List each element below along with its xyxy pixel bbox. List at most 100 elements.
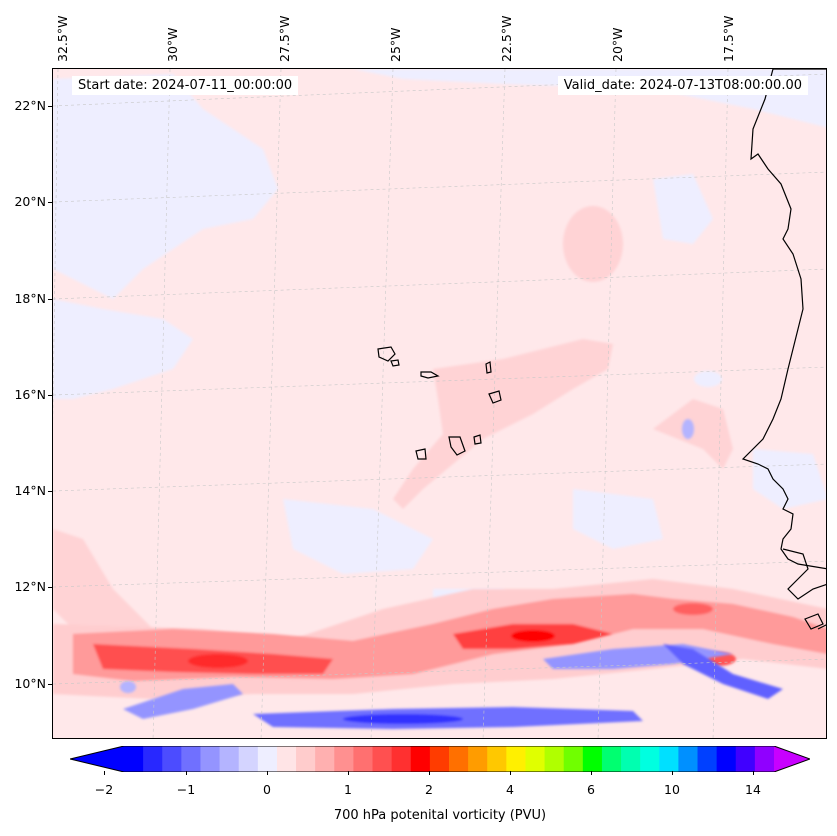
lat-tick bbox=[48, 202, 52, 203]
colorbar-segment bbox=[468, 746, 488, 772]
lat-label-14n: 14°N bbox=[14, 483, 46, 498]
colorbar-segment bbox=[678, 746, 699, 772]
colorbar-segment bbox=[143, 746, 163, 772]
blue-region-nw bbox=[53, 74, 278, 299]
colorbar-segment bbox=[525, 746, 546, 772]
colorbar-segment bbox=[276, 746, 297, 772]
colorbar-tick-label: −2 bbox=[94, 782, 114, 797]
island-sal bbox=[485, 361, 492, 374]
lat-label-20n: 20°N bbox=[14, 194, 46, 209]
colorbar-title: 700 hPa potenital vorticity (PVU) bbox=[333, 808, 547, 823]
lat-tick bbox=[48, 587, 52, 588]
colorbar-segment bbox=[124, 746, 144, 772]
colorbar-segment bbox=[659, 746, 679, 772]
coastline bbox=[377, 69, 826, 630]
colorbar-segment bbox=[315, 746, 335, 772]
colorbar-segment bbox=[391, 746, 412, 772]
colorbar-segment bbox=[621, 746, 641, 772]
blue-band-e bbox=[663, 644, 783, 699]
lon-label-22-5w: 22.5°W bbox=[499, 15, 514, 62]
colorbar-segment bbox=[219, 746, 240, 772]
colorbar-tick-label: −1 bbox=[176, 782, 196, 797]
colorbar-segment bbox=[257, 746, 278, 772]
colorbar-segment bbox=[754, 746, 775, 772]
colorbar-tick-label: 0 bbox=[263, 782, 271, 797]
gridlines bbox=[53, 69, 826, 738]
colorbar-segment bbox=[716, 746, 737, 772]
colorbar-segment bbox=[735, 746, 756, 772]
colorbar-tick bbox=[672, 771, 673, 775]
colorbar-tick-label: 2 bbox=[425, 782, 433, 797]
colorbar-segment bbox=[200, 746, 221, 772]
blue-spot-w bbox=[120, 681, 136, 693]
island-santiago bbox=[448, 436, 466, 456]
blue-band-sw bbox=[123, 684, 243, 719]
island-sao-nicolau bbox=[420, 371, 440, 379]
pink-band-w bbox=[53, 529, 153, 644]
lon-label-32-5w: 32.5°W bbox=[55, 15, 70, 62]
start-date-label: Start date: 2024-07-11_00:00:00 bbox=[72, 76, 299, 95]
colorbar-segment bbox=[429, 746, 450, 772]
colorbar-extend-high bbox=[774, 746, 810, 772]
africa-coast bbox=[741, 69, 826, 570]
colorbar-tick bbox=[104, 771, 105, 775]
colorbar bbox=[69, 745, 812, 773]
lon-label-27-5w: 27.5°W bbox=[277, 15, 292, 62]
colorbar-segment bbox=[601, 746, 622, 772]
island-fogo bbox=[415, 448, 427, 460]
lat-label-16n: 16°N bbox=[14, 387, 46, 402]
colorbar-segment bbox=[334, 746, 354, 772]
map-panel bbox=[52, 68, 827, 739]
lat-tick bbox=[48, 395, 52, 396]
colorbar-segment bbox=[296, 746, 316, 772]
colorbar-tick-label: 14 bbox=[745, 782, 761, 797]
blue-blob-small2 bbox=[694, 371, 722, 387]
island-boa-vista bbox=[488, 390, 502, 404]
colorbar-segment bbox=[563, 746, 584, 772]
lat-tick bbox=[48, 491, 52, 492]
colorbar-segment bbox=[162, 746, 182, 772]
map-field bbox=[53, 69, 826, 738]
colorbar-tick-label: 6 bbox=[587, 782, 595, 797]
colorbar-segment bbox=[372, 746, 393, 772]
colorbar-tick bbox=[510, 771, 511, 775]
blue-region-mid bbox=[283, 499, 433, 574]
colorbar-segment bbox=[544, 746, 565, 772]
blue-region-e2 bbox=[573, 489, 663, 549]
blue-band-low-core bbox=[343, 714, 463, 724]
island-bissagos bbox=[804, 613, 826, 630]
colorbar-tick bbox=[591, 771, 592, 775]
colorbar-tick bbox=[348, 771, 349, 775]
island-maio bbox=[473, 434, 482, 445]
colorbar-segment bbox=[582, 746, 603, 772]
valid-date-label: Valid_date: 2024-07-13T08:00:00.00 bbox=[557, 76, 808, 95]
lat-label-10n: 10°N bbox=[14, 676, 46, 691]
colorbar-tick bbox=[429, 771, 430, 775]
lon-label-17-5w: 17.5°W bbox=[721, 15, 736, 62]
colorbar-segment bbox=[353, 746, 374, 772]
colorbar-tick bbox=[267, 771, 268, 775]
lat-tick bbox=[48, 684, 52, 685]
blue-bands bbox=[120, 419, 783, 729]
blue-spot-e bbox=[682, 419, 694, 439]
pink-blob-n bbox=[563, 206, 623, 282]
red-core-e bbox=[673, 603, 713, 615]
red-core-w bbox=[188, 654, 248, 668]
lat-label-12n: 12°N bbox=[14, 579, 46, 594]
colorbar-tick-label: 1 bbox=[344, 782, 352, 797]
colorbar-segment bbox=[640, 746, 660, 772]
colorbar-segment bbox=[697, 746, 718, 772]
lat-tick bbox=[48, 299, 52, 300]
colorbar-tick-label: 10 bbox=[664, 782, 680, 797]
blue-region-ne bbox=[653, 174, 713, 244]
colorbar-svg bbox=[69, 745, 812, 773]
pink-plume bbox=[393, 339, 613, 509]
island-sao-vicente bbox=[390, 359, 400, 367]
lon-label-25w: 25°W bbox=[388, 27, 403, 62]
colorbar-tick-label: 4 bbox=[506, 782, 514, 797]
red-core-hot bbox=[511, 630, 555, 642]
colorbar-segment bbox=[238, 746, 259, 772]
red-band bbox=[73, 594, 826, 681]
colorbar-segment bbox=[449, 746, 469, 772]
blue-blob-small bbox=[113, 346, 133, 362]
